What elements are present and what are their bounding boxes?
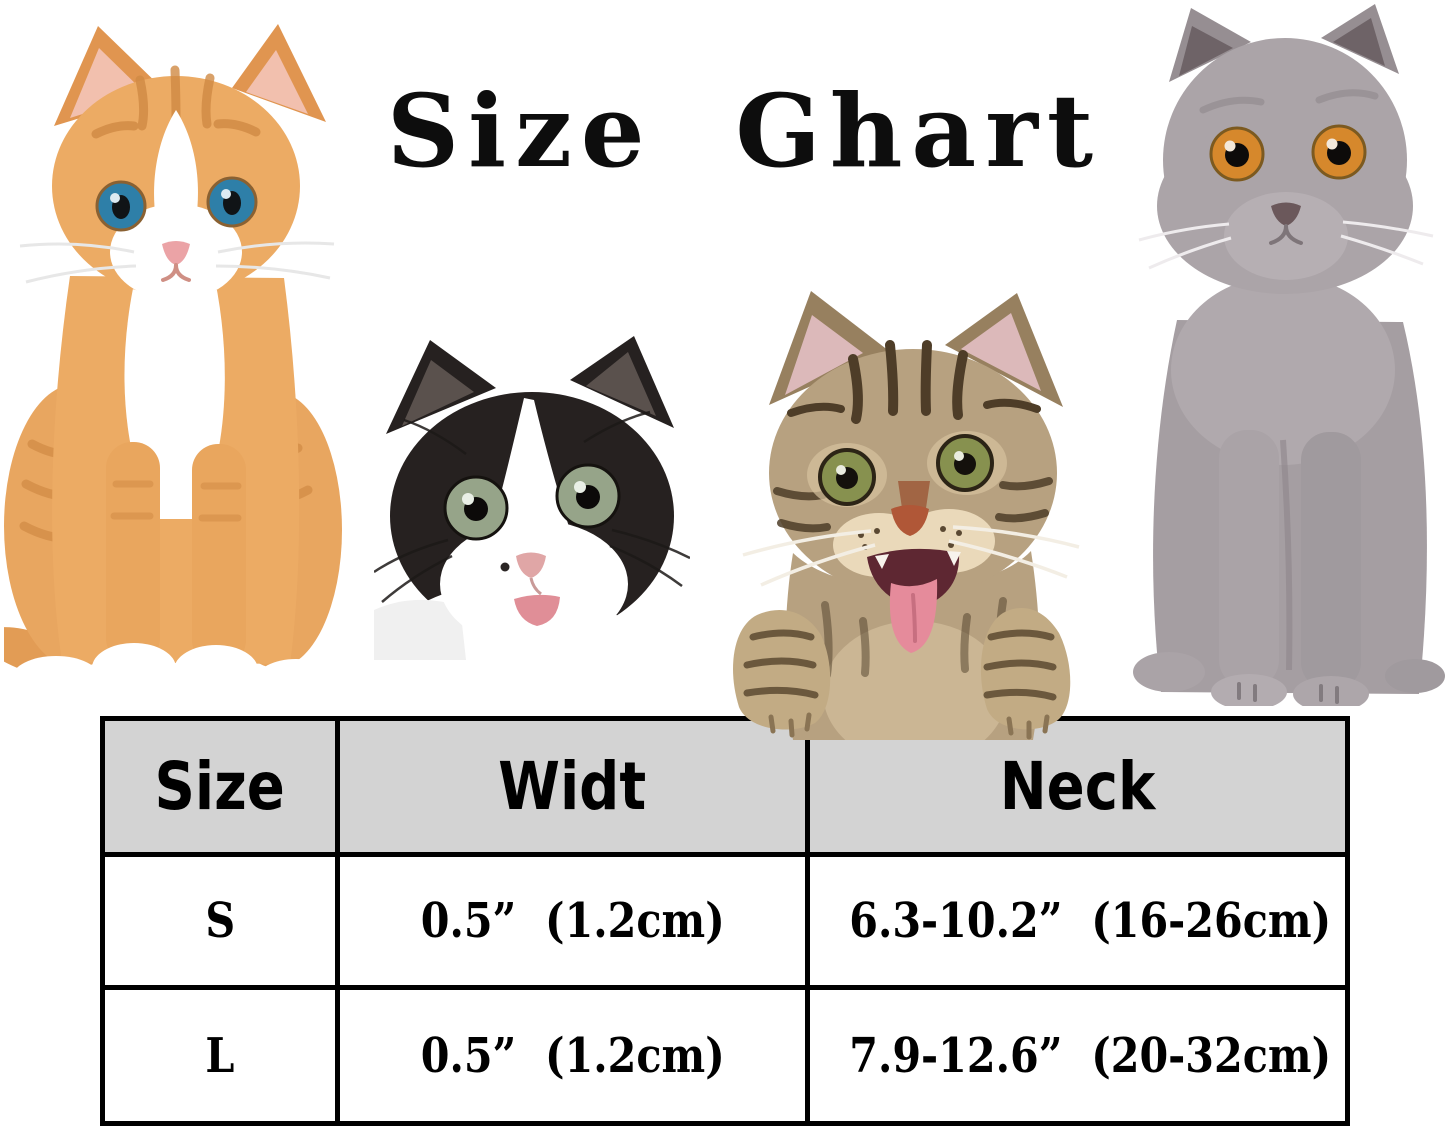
cell-l-width: 0.5” (1.2cm) bbox=[335, 985, 810, 1126]
gray-cat-photo bbox=[1133, 0, 1445, 706]
cell-s-neck: 6.3-10.2” (16-26cm) bbox=[805, 852, 1350, 990]
size-table-container: Size Widt Neck S 0.5” (1.2cm) 6.3-10.2” … bbox=[100, 716, 1350, 1126]
value-s-width: 0.5” (1.2cm) bbox=[420, 893, 725, 949]
header-cell-size: Size bbox=[100, 716, 340, 857]
cell-l-neck: 7.9-12.6” (20-32cm) bbox=[805, 985, 1350, 1126]
cell-l-size: L bbox=[100, 985, 340, 1126]
header-label-neck: Neck bbox=[999, 748, 1156, 825]
cell-s-width: 0.5” (1.2cm) bbox=[335, 852, 810, 990]
cell-s-size: S bbox=[100, 852, 340, 990]
tabby-kitten-photo bbox=[695, 285, 1105, 740]
header-label-size: Size bbox=[154, 748, 286, 825]
header-cell-width: Widt bbox=[335, 716, 810, 857]
size-table: Size Widt Neck S 0.5” (1.2cm) 6.3-10.2” … bbox=[100, 716, 1350, 1126]
value-l-size: L bbox=[205, 1027, 235, 1084]
header-label-width: Widt bbox=[498, 748, 647, 825]
value-l-neck: 7.9-12.6” (20-32cm) bbox=[849, 1027, 1332, 1084]
orange-white-kitten-illustration bbox=[4, 24, 342, 701]
header-cell-neck: Neck bbox=[805, 716, 1350, 857]
table-row-size-s: S 0.5” (1.2cm) 6.3-10.2” (16-26cm) bbox=[100, 852, 1350, 990]
orange-white-kitten-photo bbox=[4, 14, 346, 706]
table-row-size-l: L 0.5” (1.2cm) 7.9-12.6” (20-32cm) bbox=[100, 985, 1350, 1126]
size-table-header: Size Widt Neck bbox=[100, 716, 1350, 857]
tabby-kitten-illustration bbox=[733, 291, 1080, 740]
value-s-size: S bbox=[205, 893, 235, 949]
value-s-neck: 6.3-10.2” (16-26cm) bbox=[849, 893, 1332, 949]
header-row: Size Widt Neck bbox=[100, 716, 1350, 857]
page-title: Size Ghart bbox=[386, 72, 1103, 190]
tuxedo-kitten-illustration bbox=[374, 336, 690, 660]
gray-cat-illustration bbox=[1133, 4, 1445, 706]
tuxedo-kitten-photo bbox=[374, 334, 690, 660]
value-l-width: 0.5” (1.2cm) bbox=[420, 1027, 725, 1084]
size-table-body: S 0.5” (1.2cm) 6.3-10.2” (16-26cm) L 0.5… bbox=[100, 852, 1350, 1126]
